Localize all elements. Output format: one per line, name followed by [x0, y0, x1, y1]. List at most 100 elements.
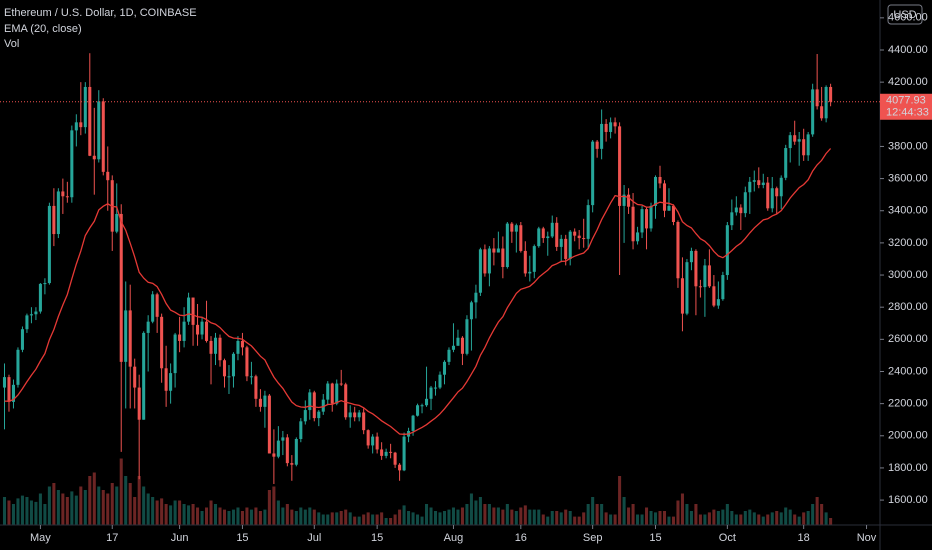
candle-body — [501, 248, 505, 268]
volume-bar — [164, 504, 168, 525]
volume-bar — [7, 500, 11, 525]
volume-bar — [820, 504, 824, 525]
volume-bar — [281, 507, 285, 525]
currency-label[interactable]: USD — [893, 9, 916, 21]
volume-bar — [34, 501, 38, 525]
volume-bar — [330, 512, 334, 525]
candle-body — [743, 192, 747, 214]
candle-body — [766, 182, 770, 209]
candle-body — [469, 302, 473, 320]
candle-body — [748, 181, 752, 193]
x-tick-label: Oct — [719, 532, 736, 544]
volume-bar — [451, 507, 455, 525]
candle-body — [7, 377, 11, 402]
candle-body — [752, 180, 756, 182]
candle-body — [196, 324, 200, 335]
volume-bar — [474, 500, 478, 525]
plot-area — [2, 53, 833, 525]
candle-body — [106, 171, 110, 181]
candle-body — [303, 410, 307, 422]
volume-bar — [416, 514, 420, 525]
volume-bar — [658, 511, 662, 525]
volume-bar — [487, 504, 491, 525]
volume-bar — [97, 486, 101, 525]
volume-bar — [582, 512, 586, 525]
volume-bar — [115, 486, 119, 525]
y-tick-label: 2000.00 — [888, 430, 928, 442]
volume-bar — [784, 507, 788, 525]
volume-bar — [694, 504, 698, 525]
volume-bar — [380, 512, 384, 525]
volume-bar — [110, 483, 114, 525]
volume-bar — [182, 504, 186, 525]
volume-bar — [137, 476, 141, 525]
volume-bar — [303, 509, 307, 525]
candle-body — [802, 139, 806, 156]
candle-body — [582, 238, 586, 240]
volume-bar — [205, 507, 209, 525]
candle-body — [532, 246, 536, 272]
volume-bar — [492, 507, 496, 525]
volume-bar — [285, 504, 289, 525]
candle-body — [119, 213, 123, 362]
volume-bar — [577, 516, 581, 525]
candle-body — [456, 337, 460, 346]
volume-bar — [815, 497, 819, 525]
candle-body — [689, 250, 693, 263]
volume-bar — [573, 516, 577, 525]
candle-body — [550, 222, 554, 237]
candle-body — [653, 176, 658, 206]
volume-bar — [649, 511, 653, 525]
volume-bar — [528, 509, 532, 525]
candle-body — [245, 347, 249, 377]
volume-bar — [213, 504, 218, 525]
candle-body — [52, 205, 56, 235]
candle-body — [164, 368, 168, 391]
volume-bar — [618, 476, 622, 525]
volume-bar — [52, 483, 56, 525]
volume-bar — [348, 512, 352, 525]
volume-bar — [550, 511, 554, 525]
volume-bar — [43, 504, 47, 525]
candle-body — [425, 398, 429, 406]
candle-body — [56, 191, 60, 235]
candle-body — [725, 225, 729, 276]
currency-button[interactable] — [887, 4, 923, 25]
candle-body — [564, 238, 568, 259]
candle-body — [97, 101, 101, 160]
candle-body — [716, 299, 720, 306]
candle-body — [344, 384, 348, 418]
x-tick-label: 18 — [798, 532, 810, 544]
volume-bar — [133, 497, 137, 525]
volume-bar — [829, 518, 833, 525]
candle-body — [757, 180, 761, 186]
volume-bar — [627, 507, 631, 525]
volume-bar — [402, 505, 406, 525]
volume-bar — [312, 509, 316, 525]
volume-bar — [645, 507, 649, 525]
candle-body — [811, 89, 815, 135]
volume-bar — [357, 516, 361, 525]
candle-body — [546, 236, 550, 239]
volume-bar — [106, 493, 110, 525]
candle-body — [74, 122, 78, 131]
volume-bar — [568, 511, 572, 525]
volume-bar — [249, 509, 253, 525]
candle-body — [555, 222, 559, 247]
candle-body — [209, 340, 213, 354]
candle-body — [366, 430, 370, 446]
candle-body — [442, 361, 447, 375]
volume-bar — [420, 516, 424, 525]
volume-bar — [797, 516, 801, 525]
volume-bar — [667, 516, 671, 525]
y-tick-label: 2200.00 — [888, 398, 928, 410]
volume-bar — [146, 493, 150, 525]
candle-body — [820, 106, 824, 119]
volume-bar — [308, 507, 312, 525]
volume-bar — [267, 490, 271, 525]
volume-bar — [258, 511, 262, 525]
candle-body — [200, 321, 204, 335]
volume-bar — [564, 509, 568, 525]
candle-body — [519, 225, 523, 251]
candle-body — [420, 405, 424, 407]
